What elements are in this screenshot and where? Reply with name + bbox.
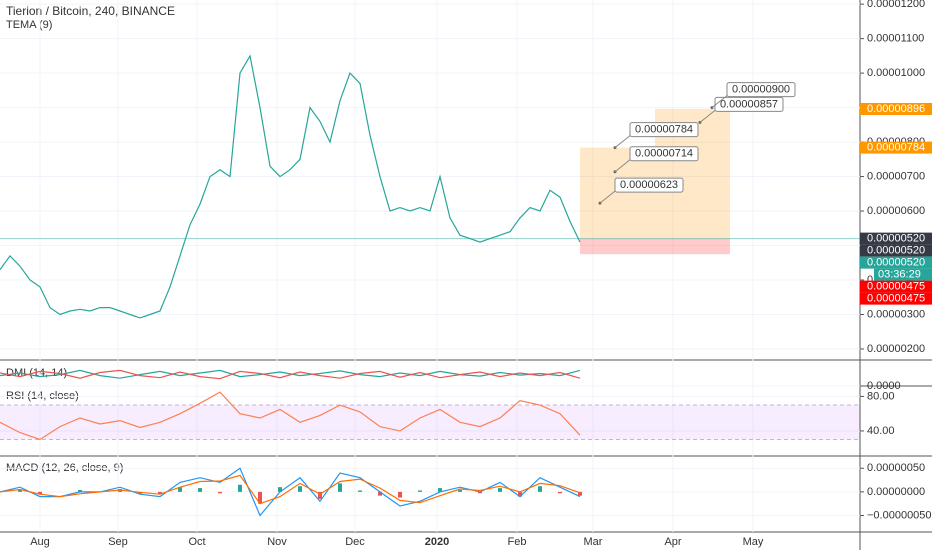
price-badge bbox=[860, 244, 932, 257]
price-badge-label: 03:36:29 bbox=[878, 269, 921, 281]
macd-histogram-bar bbox=[18, 489, 22, 492]
callout-box bbox=[614, 177, 684, 193]
macd-histogram-bar bbox=[478, 491, 482, 494]
price-badge bbox=[860, 102, 932, 115]
price-badge bbox=[860, 292, 932, 305]
pane-title: RSI (14, close) bbox=[6, 390, 79, 402]
callout-line bbox=[614, 135, 631, 148]
price-badge-label: 0.00000520 bbox=[867, 257, 925, 269]
callout-box bbox=[629, 122, 699, 138]
price-badge bbox=[860, 256, 932, 269]
macd-histogram-bar bbox=[538, 486, 542, 492]
callout-box bbox=[629, 146, 699, 162]
macd-histogram-bar bbox=[378, 491, 382, 496]
series-line bbox=[0, 369, 581, 379]
macd-histogram-bar bbox=[238, 484, 242, 492]
y-tick-label: 0.0000 bbox=[867, 380, 901, 392]
x-tick-label: Mar bbox=[584, 536, 603, 548]
callout-line bbox=[614, 159, 631, 173]
callout-line bbox=[711, 95, 728, 108]
price-badge-label: 0.00000520 bbox=[867, 245, 925, 257]
macd-histogram-bar bbox=[358, 490, 362, 492]
macd-histogram-bar bbox=[318, 491, 322, 499]
y-tick-label: −0.00000050 bbox=[867, 509, 932, 521]
price-badge bbox=[860, 232, 932, 245]
x-tick-label: 2020 bbox=[425, 536, 449, 548]
macd-histogram-bar bbox=[418, 490, 422, 492]
y-tick-label: 0.00000050 bbox=[867, 462, 925, 474]
x-tick-label: Sep bbox=[108, 536, 128, 548]
rsi-band bbox=[0, 405, 860, 440]
macd-histogram-bar bbox=[558, 491, 562, 494]
macd-histogram-bar bbox=[438, 488, 442, 492]
y-tick-label: 0.00001000 bbox=[867, 67, 925, 79]
callout-label: 0.00000900 bbox=[732, 83, 790, 95]
series-line bbox=[0, 369, 581, 380]
y-tick-label: 40.00 bbox=[867, 425, 895, 437]
price-badge bbox=[860, 141, 932, 154]
macd-histogram-bar bbox=[218, 491, 222, 494]
macd-histogram-bar bbox=[178, 487, 182, 492]
x-tick-label: May bbox=[743, 536, 764, 548]
symbol-title: Tierion / Bitcoin, 240, BINANCE bbox=[6, 4, 175, 18]
macd-histogram-bar bbox=[278, 487, 282, 492]
y-tick-label: 0.00000300 bbox=[867, 308, 925, 320]
macd-histogram-bar bbox=[458, 489, 462, 492]
macd-histogram-bar bbox=[198, 488, 202, 492]
y-tick-label: 0.00000200 bbox=[867, 343, 925, 355]
y-tick-label: 0.00001200 bbox=[867, 0, 925, 10]
callout-label: 0.00000714 bbox=[635, 148, 693, 160]
y-tick-label: 0.00001100 bbox=[867, 33, 924, 45]
price-badge bbox=[860, 280, 932, 293]
price-badge-label: 0.00000520 bbox=[867, 233, 925, 245]
x-tick-label: Oct bbox=[188, 536, 205, 548]
macd-histogram-bar bbox=[578, 491, 582, 496]
target-zone bbox=[580, 147, 655, 239]
callout-label: 0.00000623 bbox=[620, 179, 678, 191]
macd-histogram-bar bbox=[398, 491, 402, 498]
series-line bbox=[0, 54, 581, 319]
macd-histogram-bar bbox=[338, 483, 342, 492]
y-tick-label: 0.00000700 bbox=[867, 170, 925, 182]
series-line bbox=[0, 474, 581, 505]
y-tick-label: 80.00 bbox=[867, 390, 895, 402]
macd-histogram-bar bbox=[498, 488, 502, 492]
y-tick-label: 0.00000600 bbox=[867, 205, 925, 217]
macd-histogram-bar bbox=[38, 491, 42, 495]
macd-histogram-bar bbox=[518, 491, 522, 497]
series-line bbox=[0, 391, 581, 441]
price-badge bbox=[874, 268, 932, 281]
callout-box bbox=[726, 82, 796, 98]
macd-histogram-bar bbox=[298, 486, 302, 492]
callout-line bbox=[699, 110, 716, 123]
x-tick-label: Dec bbox=[345, 536, 365, 548]
x-tick-label: Nov bbox=[267, 536, 287, 548]
x-tick-label: Apr bbox=[664, 536, 681, 548]
macd-histogram-bar bbox=[78, 489, 82, 492]
price-badge-label: 0.00000475 bbox=[867, 281, 925, 293]
price-badge-label: 0.00000475 bbox=[867, 293, 925, 305]
price-badge-label: 0.00000896 bbox=[867, 103, 925, 115]
macd-histogram-bar bbox=[258, 491, 262, 504]
callout-label: 0.00000784 bbox=[635, 123, 693, 135]
macd-histogram-bar bbox=[158, 491, 162, 495]
y-tick-label: 0.00000000 bbox=[867, 486, 925, 498]
indicator-label: TEMA (9) bbox=[6, 19, 52, 31]
price-badge-label: 0.00000784 bbox=[867, 141, 925, 153]
x-tick-label: Feb bbox=[508, 536, 527, 548]
callout-line bbox=[599, 190, 616, 204]
x-tick-label: Aug bbox=[30, 536, 50, 548]
callout-label: 0.00000857 bbox=[720, 98, 778, 110]
callout-box bbox=[714, 96, 784, 112]
stop-zone bbox=[580, 238, 730, 255]
